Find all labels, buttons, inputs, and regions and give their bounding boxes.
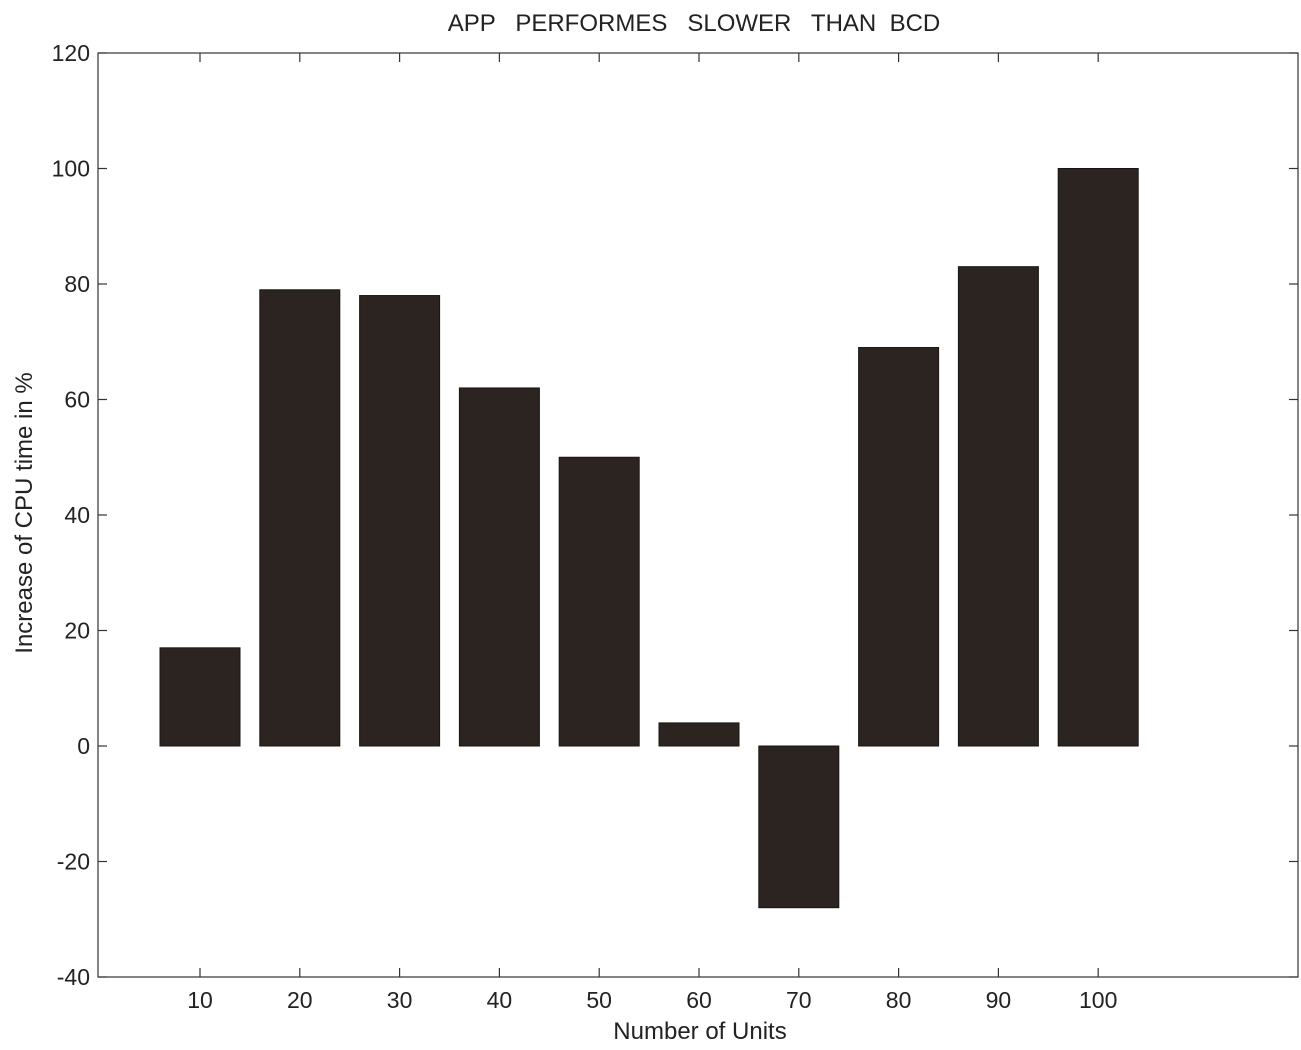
x-axis-label: Number of Units: [613, 1018, 786, 1045]
bar-100: [1057, 168, 1139, 747]
chart-title: APP PERFORMES SLOWER THAN BCD: [448, 10, 941, 37]
x-tick-label: 60: [686, 987, 712, 1013]
x-tick-label: 40: [487, 987, 513, 1013]
x-tick-label: 30: [387, 987, 413, 1013]
y-tick-label: 100: [52, 156, 90, 182]
x-axis: 10 20 30 40 50 60 70 80 90 100: [187, 53, 1117, 1013]
bar-10: [159, 647, 241, 747]
y-tick-label: 40: [64, 502, 90, 528]
x-tick-label: 100: [1079, 987, 1117, 1013]
x-tick-label: 80: [886, 987, 912, 1013]
x-tick-label: 20: [287, 987, 313, 1013]
x-tick-label: 10: [187, 987, 213, 1013]
x-tick-label: 50: [586, 987, 612, 1013]
y-tick-label: -20: [57, 849, 90, 875]
y-axis: -40 -20 0 20 40 60 80 100 120: [52, 40, 1298, 990]
y-tick-label: 0: [77, 733, 90, 759]
y-tick-label: 20: [64, 618, 90, 644]
bar-40: [458, 387, 540, 747]
bar-70: [758, 745, 840, 909]
x-tick-label: 70: [786, 987, 812, 1013]
bar-50: [558, 456, 640, 747]
y-axis-label: Increase of CPU time in %: [11, 372, 38, 653]
bar-90: [957, 266, 1039, 747]
y-tick-label: -40: [57, 964, 90, 990]
bar-20: [259, 289, 341, 747]
y-tick-label: 120: [52, 40, 90, 66]
x-tick-label: 90: [986, 987, 1012, 1013]
bar-60: [658, 722, 740, 747]
bar-80: [858, 347, 940, 747]
bar-30: [359, 295, 441, 747]
y-tick-label: 60: [64, 387, 90, 413]
y-tick-label: 80: [64, 271, 90, 297]
bar-series: [159, 168, 1139, 909]
